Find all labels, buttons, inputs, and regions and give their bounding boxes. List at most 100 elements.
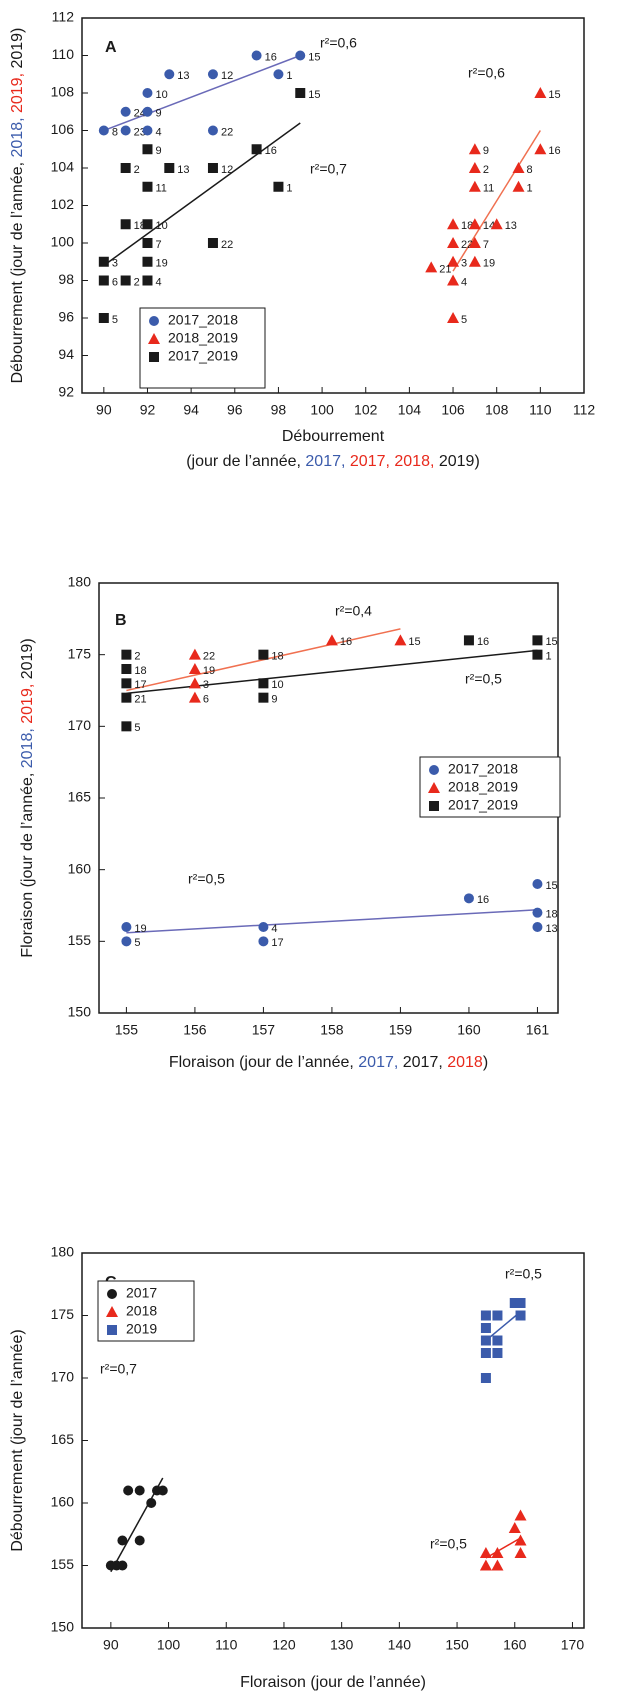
point [142, 106, 153, 117]
point [447, 274, 460, 286]
point [515, 1298, 526, 1308]
fit-line [452, 130, 541, 272]
point-label: 1 [545, 651, 551, 663]
y-tick-label: 170 [68, 717, 92, 733]
y-axis-label-part: 2019, [19, 679, 36, 723]
point-label: 19 [155, 258, 167, 270]
x-tick-label: 160 [503, 1637, 527, 1653]
y-axis-label-part: Floraison (jour de l’année, [19, 768, 36, 957]
r2-annotation: r²=0,4 [335, 603, 372, 619]
point [142, 144, 153, 155]
point [480, 1335, 491, 1346]
y-tick-label: 100 [51, 234, 75, 250]
point [534, 87, 547, 98]
x-axis-label-part: 2017, [358, 1054, 402, 1071]
y-tick-label: 92 [58, 384, 74, 400]
point [121, 649, 132, 660]
point [121, 678, 132, 689]
point [146, 1498, 157, 1508]
r2-annotation: r²=0,5 [188, 871, 225, 887]
y-tick-label: 175 [51, 1306, 75, 1322]
x-tick-label: 155 [115, 1022, 139, 1038]
point-label: 19 [483, 258, 495, 270]
r2-annotation: r²=0,6 [468, 65, 505, 81]
point [258, 936, 269, 947]
y-tick-label: 104 [51, 159, 75, 175]
point-label: 15 [545, 880, 557, 892]
x-tick-label: 110 [215, 1637, 238, 1653]
x-axis-label-part: ) [483, 1054, 488, 1071]
point-label: 9 [483, 145, 489, 157]
point [188, 691, 201, 703]
fit-line [126, 909, 538, 934]
point-label: 12 [221, 164, 233, 176]
x-tick-label: 130 [330, 1637, 354, 1653]
point [134, 1485, 145, 1496]
y-tick-label: 165 [68, 789, 92, 805]
point [142, 275, 153, 286]
r2-annotation: r²=0,6 [320, 35, 357, 51]
point [164, 163, 175, 173]
point [480, 1310, 491, 1321]
r2-annotation: r²=0,5 [430, 1536, 467, 1552]
point [142, 219, 153, 230]
y-tick-label: 150 [68, 1004, 92, 1020]
point-label: 2 [134, 651, 140, 663]
x-axis-label: (jour de l’année, 2017, 2017, 2018, 2019… [186, 453, 480, 470]
point [120, 163, 131, 173]
y-axis-label: Débourrement (jour de l’année, 2018, 201… [9, 28, 26, 384]
point [514, 1547, 527, 1558]
fit-line [103, 54, 301, 132]
point-label: 22 [203, 651, 215, 663]
point [273, 69, 284, 80]
point [468, 218, 481, 230]
point-label: 18 [134, 665, 146, 677]
point-label: 1 [286, 183, 292, 195]
x-axis-label: Floraison (jour de l’année, 2017, 2017, … [169, 1054, 488, 1071]
x-axis-label-part: 2017, [403, 1054, 447, 1071]
x-axis-label-part: 2019) [439, 453, 480, 470]
legend-marker [107, 1325, 117, 1335]
x-tick-label: 120 [272, 1637, 296, 1653]
x-axis-label-part: 2018, [394, 453, 438, 470]
point [532, 635, 543, 646]
point [120, 219, 131, 230]
point-label: 4 [461, 276, 467, 288]
point [142, 125, 153, 136]
legend-marker [149, 352, 159, 362]
y-tick-label: 155 [51, 1556, 75, 1572]
fit-line [103, 122, 301, 267]
point [117, 1535, 128, 1546]
y-tick-label: 106 [51, 121, 75, 137]
legend-label: 2018_2019 [448, 779, 518, 795]
point-label: 10 [271, 679, 283, 691]
point [492, 1348, 503, 1358]
point [295, 88, 306, 98]
point [468, 180, 481, 192]
point [532, 922, 543, 932]
point-label: 8 [527, 164, 533, 176]
point [325, 634, 338, 646]
point-label: 15 [308, 89, 320, 101]
x-tick-label: 160 [457, 1022, 481, 1038]
point-label: 22 [221, 239, 233, 251]
x-tick-label: 157 [252, 1022, 276, 1038]
point-label: 16 [340, 636, 352, 648]
y-axis-label-part: 2019, [9, 69, 26, 113]
legend-marker [148, 333, 160, 344]
x-axis-label-part: 2017, [350, 453, 394, 470]
y-axis-label-part: 2019) [9, 28, 26, 69]
legend-label: 2019 [126, 1321, 157, 1337]
point [98, 313, 109, 323]
legend-marker [428, 782, 440, 793]
point-label: 9 [271, 694, 277, 706]
legend-label: 2017_2018 [448, 761, 518, 777]
legend-marker [107, 1289, 117, 1299]
r2-annotation: r²=0,7 [310, 161, 347, 177]
point [207, 125, 218, 136]
point [394, 634, 407, 646]
point-label: 5 [112, 314, 118, 326]
x-tick-label: 158 [320, 1022, 344, 1038]
point-label: 7 [483, 239, 489, 251]
